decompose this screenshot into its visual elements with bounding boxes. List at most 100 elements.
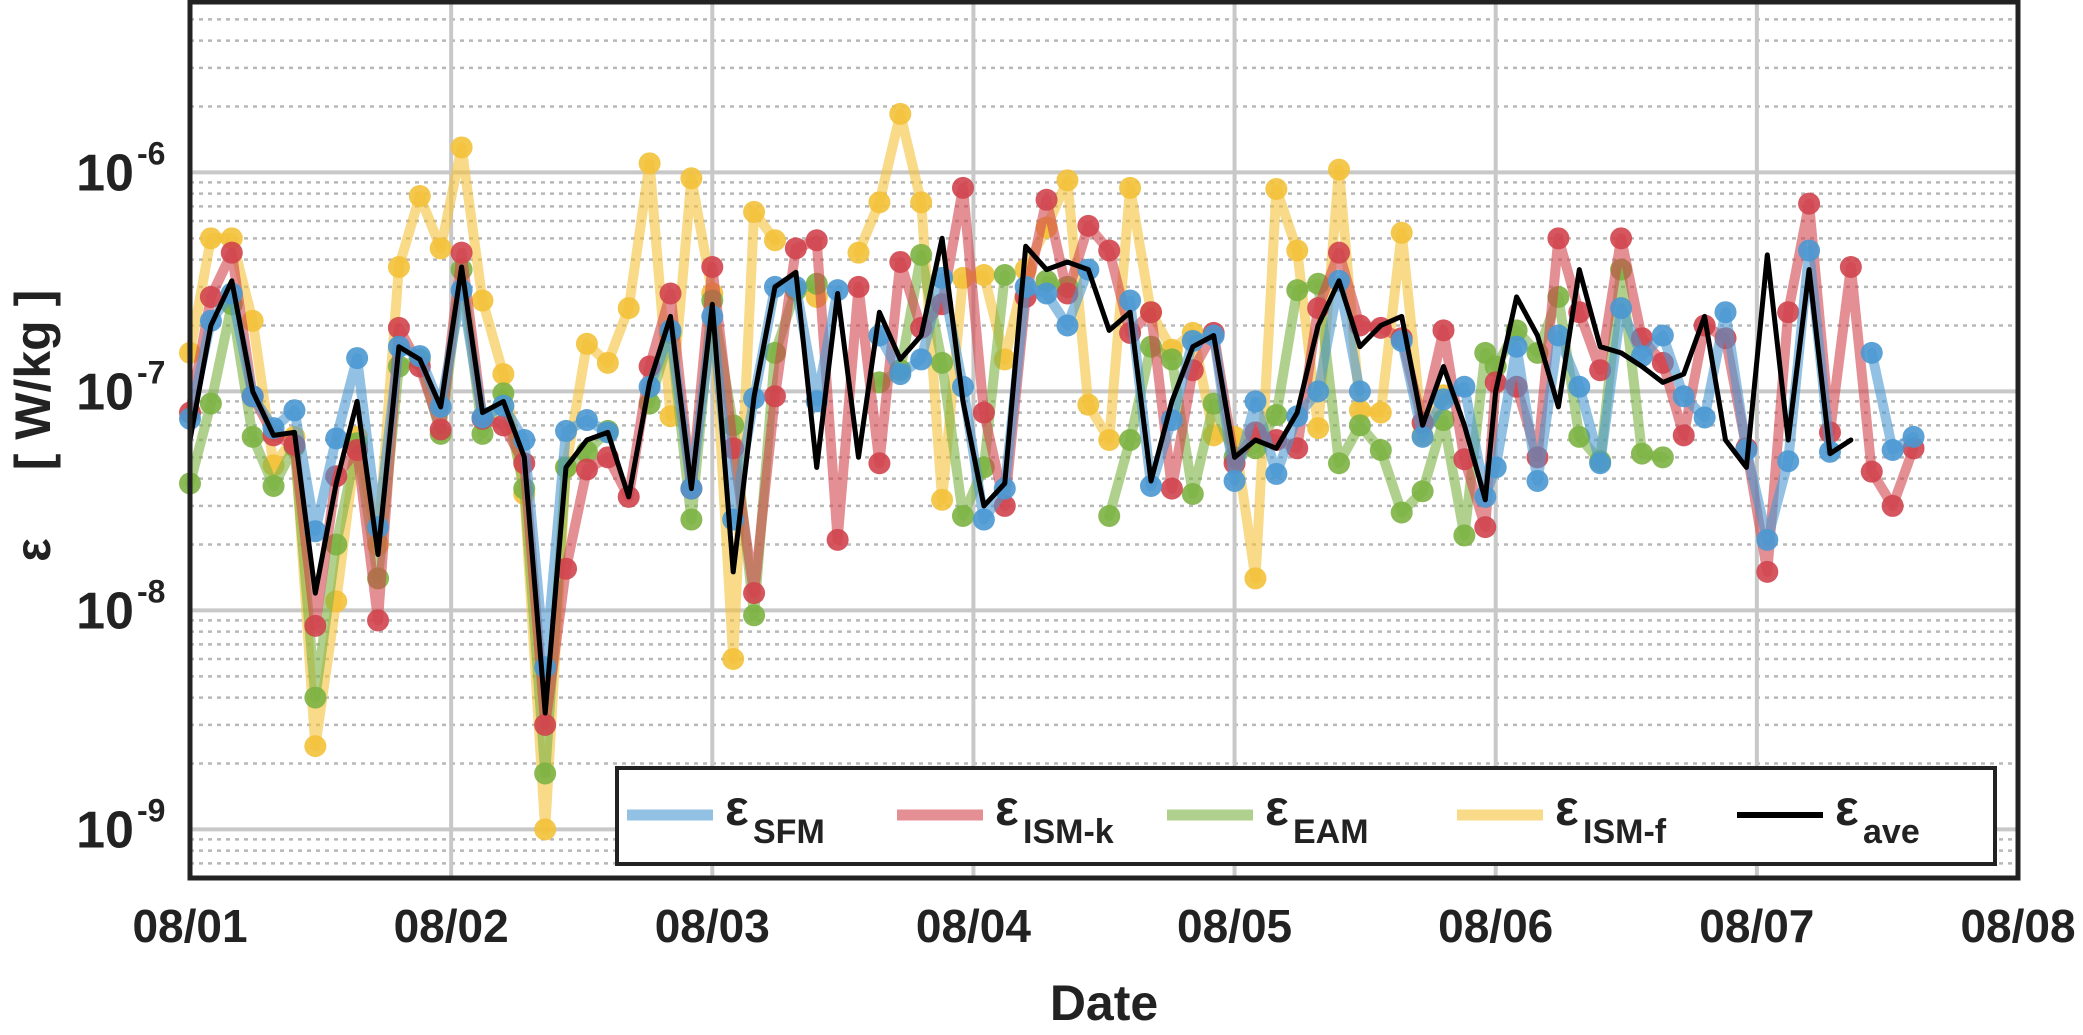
legend-item-ISM-f: ε ISM-f <box>1457 780 1667 851</box>
series-ave <box>187 235 1854 716</box>
data-point-ISM-f <box>408 185 431 208</box>
x-tick-label: 08/03 <box>655 900 770 952</box>
data-point-SFM <box>1756 528 1779 551</box>
data-point-SFM <box>910 348 933 371</box>
data-point-SFM <box>826 279 849 302</box>
data-point-ISM-f <box>1286 239 1309 262</box>
x-axis-title: Date <box>1050 975 1158 1030</box>
y-tick-exponent: -7 <box>137 354 165 390</box>
data-point-ISM-f <box>429 237 452 260</box>
data-point-SFM <box>555 419 578 442</box>
data-point-EAM <box>993 264 1016 287</box>
data-point-EAM <box>1098 504 1121 527</box>
legend-symbol: ε <box>1835 780 1859 836</box>
data-point-EAM <box>1390 501 1413 524</box>
data-point-ISM-k <box>387 316 410 339</box>
data-point-SFM <box>972 508 995 531</box>
data-point-SFM <box>993 477 1016 500</box>
data-point-ISM-k <box>534 713 557 736</box>
data-point-ISM-k <box>1881 494 1904 517</box>
data-point-ISM-k <box>1610 227 1633 250</box>
data-point-EAM <box>471 422 494 445</box>
data-point-ISM-k <box>1672 424 1695 447</box>
data-point-ISM-f <box>1119 176 1142 199</box>
x-tick-label: 08/02 <box>394 900 509 952</box>
data-point-SFM <box>1610 297 1633 320</box>
data-point-ISM-f <box>1348 399 1371 422</box>
data-point-ISM-f <box>1098 429 1121 451</box>
data-point-ISM-k <box>826 528 849 551</box>
data-point-EAM <box>534 762 557 785</box>
data-point-ISM-f <box>1369 401 1392 424</box>
x-tick-label: 08/04 <box>916 900 1032 952</box>
data-point-ISM-k <box>743 582 766 605</box>
data-point-ISM-k <box>972 401 995 424</box>
data-point-EAM <box>1369 439 1392 462</box>
data-point-SFM <box>1672 385 1695 408</box>
plot-frame <box>187 0 2021 881</box>
legend-subscript: ISM-f <box>1583 813 1667 851</box>
y-tick-label: 10 <box>76 144 134 202</box>
data-point-ISM-f <box>889 102 912 125</box>
data-point-SFM <box>283 399 306 422</box>
data-point-SFM <box>346 347 369 370</box>
data-point-ISM-f <box>471 289 494 312</box>
data-point-SFM <box>1777 450 1800 473</box>
y-axis-title: ε [ W/kg ] <box>5 290 61 562</box>
data-point-EAM <box>1286 279 1309 302</box>
data-point-ISM-k <box>555 557 578 580</box>
data-point-EAM <box>1651 446 1674 469</box>
data-point-EAM <box>910 243 933 266</box>
data-point-ISM-k <box>429 418 452 441</box>
data-point-ISM-f <box>1244 567 1267 590</box>
data-point-SFM <box>1902 425 1925 448</box>
data-point-SFM <box>1348 380 1371 403</box>
data-point-ISM-f <box>575 332 598 355</box>
y-tick-label: 10 <box>76 582 134 640</box>
data-point-EAM <box>680 508 703 531</box>
data-point-ISM-f <box>1056 169 1079 192</box>
data-point-EAM <box>1411 480 1434 503</box>
y-tick-exponent: -9 <box>137 792 165 828</box>
data-point-SFM <box>1307 380 1330 403</box>
data-point-ISM-k <box>1098 239 1121 262</box>
legend-subscript: SFM <box>753 813 825 851</box>
legend-item-EAM: ε EAM <box>1167 780 1369 851</box>
series-line-ave <box>187 235 1854 716</box>
data-point-ISM-f <box>450 136 473 159</box>
data-point-ISM-f <box>1390 221 1413 244</box>
legend-subscript: ave <box>1863 813 1920 851</box>
data-point-SFM <box>1568 375 1591 398</box>
data-point-ISM-k <box>1860 460 1883 483</box>
legend-items: ε SFM ε ISM-k ε EAM ε ISM-f ε ave <box>627 780 1920 851</box>
data-point-ISM-k <box>1839 255 1862 278</box>
data-point-EAM <box>1348 414 1371 437</box>
data-point-ISM-k <box>1777 301 1800 324</box>
data-point-EAM <box>262 474 285 497</box>
data-point-ISM-k <box>1547 227 1570 250</box>
data-point-ISM-k <box>1432 319 1455 342</box>
data-point-ISM-k <box>805 229 828 252</box>
x-tick-label: 08/06 <box>1438 900 1553 952</box>
data-point-SFM <box>408 345 431 368</box>
data-point-EAM <box>1328 452 1351 475</box>
data-point-ISM-f <box>304 735 327 758</box>
data-point-EAM <box>1160 348 1183 371</box>
legend-symbol: ε <box>725 780 749 836</box>
data-point-ISM-f <box>1077 393 1100 416</box>
legend-symbol: ε <box>1265 780 1289 836</box>
data-point-ISM-f <box>910 191 933 214</box>
data-point-SFM <box>1035 282 1058 305</box>
data-point-ISM-k <box>1328 241 1351 264</box>
data-point-ISM-f <box>972 264 995 287</box>
data-point-ISM-f <box>492 363 515 386</box>
legend-symbol: ε <box>995 780 1019 836</box>
x-tick-label: 08/07 <box>1699 900 1814 952</box>
y-axis-unit: [ W/kg ] <box>5 290 61 471</box>
data-point-SFM <box>1714 301 1737 324</box>
data-point-ISM-f <box>743 200 766 223</box>
data-point-ISM-k <box>889 250 912 273</box>
data-point-ISM-f <box>868 191 891 214</box>
